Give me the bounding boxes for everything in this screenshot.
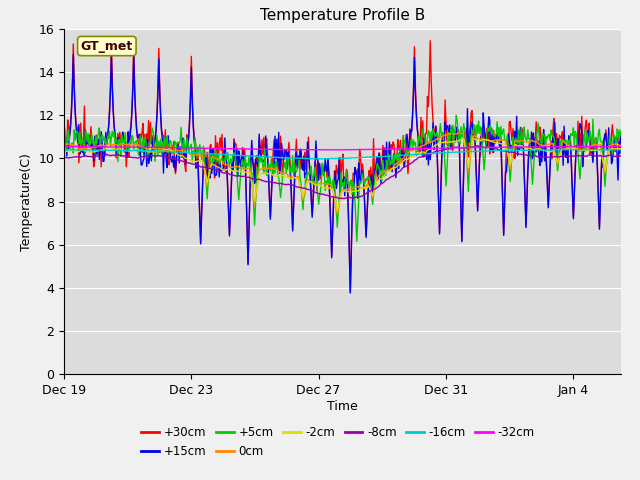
+5cm [617,132,625,138]
+5cm [353,239,361,244]
-2cm [481,137,489,143]
-8cm [617,153,625,159]
-32cm [159,144,166,150]
-32cm [617,144,625,149]
-32cm [389,146,397,152]
0cm [60,141,68,147]
0cm [389,164,397,170]
-8cm [474,143,481,149]
0cm [333,211,341,217]
Line: +15cm: +15cm [64,55,621,293]
-8cm [389,173,397,179]
+30cm [60,141,68,146]
Title: Temperature Profile B: Temperature Profile B [260,9,425,24]
-8cm [60,155,68,161]
-2cm [389,166,397,171]
0cm [204,183,211,189]
-2cm [333,208,341,214]
-8cm [204,165,211,171]
+5cm [60,136,68,142]
Y-axis label: Temperature(C): Temperature(C) [20,153,33,251]
0cm [433,136,440,142]
-16cm [480,148,488,154]
+30cm [159,132,166,137]
-16cm [433,150,440,156]
-16cm [315,156,323,162]
Line: -32cm: -32cm [64,146,621,150]
-2cm [204,180,211,185]
Line: +30cm: +30cm [64,41,621,292]
+15cm [481,132,489,137]
-16cm [580,147,588,153]
Line: -16cm: -16cm [64,150,621,159]
-2cm [433,142,440,148]
-2cm [617,146,625,152]
-32cm [60,144,68,149]
+15cm [159,170,167,176]
+5cm [452,112,460,118]
0cm [617,143,625,148]
+5cm [312,173,320,179]
+15cm [434,168,442,174]
Line: 0cm: 0cm [64,133,621,214]
+30cm [346,289,354,295]
-16cm [312,156,320,162]
+30cm [312,161,320,167]
+5cm [481,155,489,160]
-16cm [159,148,166,154]
-2cm [159,148,166,154]
+15cm [204,179,212,185]
Text: GT_met: GT_met [81,39,133,52]
-16cm [60,147,68,153]
-2cm [60,149,68,155]
-2cm [469,135,477,141]
+15cm [346,290,354,296]
0cm [481,137,489,143]
+30cm [426,38,434,44]
-8cm [433,148,440,154]
0cm [312,181,320,187]
+30cm [617,143,625,149]
+30cm [434,165,442,171]
-16cm [204,151,211,156]
Legend: +30cm, +15cm, +5cm, 0cm, -2cm, -8cm, -16cm, -32cm: +30cm, +15cm, +5cm, 0cm, -2cm, -8cm, -16… [137,422,540,463]
-8cm [340,196,348,202]
+15cm [70,52,77,58]
-32cm [312,147,320,153]
Line: -2cm: -2cm [64,138,621,211]
+15cm [617,131,625,137]
-32cm [433,145,440,151]
X-axis label: Time: Time [327,400,358,413]
-8cm [481,145,489,151]
+5cm [204,196,211,202]
0cm [159,145,166,151]
-8cm [312,190,320,195]
+5cm [159,139,166,144]
-32cm [204,145,211,151]
+5cm [389,155,397,161]
Line: -8cm: -8cm [64,146,621,199]
+15cm [390,151,398,156]
-2cm [312,182,320,188]
+30cm [389,139,397,145]
+5cm [433,129,440,135]
Line: +5cm: +5cm [64,115,621,241]
-16cm [389,153,397,159]
-8cm [159,153,166,159]
+15cm [313,156,321,162]
+30cm [204,150,211,156]
-16cm [617,147,625,153]
+30cm [481,138,489,144]
-32cm [321,147,328,153]
0cm [455,130,463,136]
-32cm [480,144,488,150]
+15cm [60,144,68,149]
